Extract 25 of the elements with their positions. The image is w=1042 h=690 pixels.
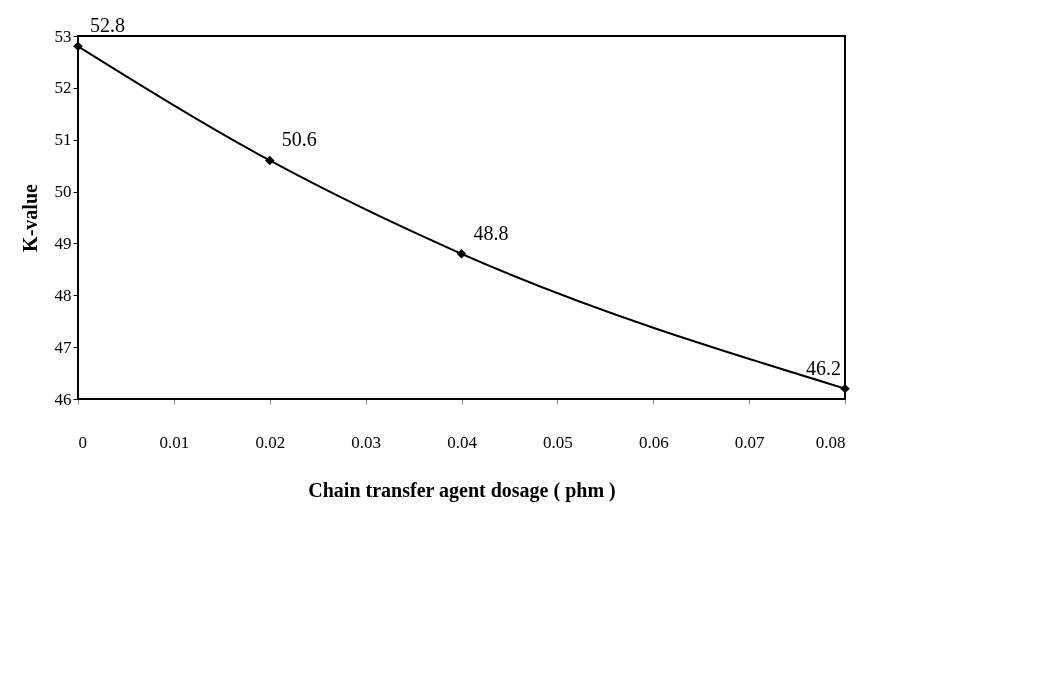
y-tick-label: 48 [54, 285, 72, 305]
x-tick-label: 0 [78, 432, 87, 452]
y-tick-label: 49 [54, 233, 72, 253]
data-label: 50.6 [281, 128, 317, 151]
point [265, 155, 275, 166]
x-tick-label: 0.07 [734, 432, 765, 452]
y-axis-title: K-value [18, 183, 41, 252]
y-tick-label: 52 [54, 78, 72, 98]
y-tick-label: 50 [54, 182, 72, 202]
x-tick-label: 0.02 [255, 432, 286, 452]
data-label: 52.8 [90, 14, 125, 37]
x-tick-label: 0.03 [351, 432, 381, 452]
x-tick-label: 0.04 [447, 432, 478, 452]
y-tick-label: 47 [54, 337, 72, 357]
x-tick-label: 0.05 [543, 432, 573, 452]
x-tick-label: 0.06 [638, 432, 669, 452]
y-tick-label: 51 [54, 130, 72, 150]
point [456, 249, 467, 259]
y-tick-label: 46 [54, 389, 72, 409]
x-tick-label: 0.08 [815, 432, 846, 452]
data-label: 48.8 [473, 221, 509, 244]
x-axis-title: Chain transfer agent dosage ( phm ) [308, 478, 616, 502]
data-label: 46.2 [806, 356, 841, 379]
x-tick-label: 0.01 [159, 432, 190, 452]
y-tick-label: 53 [54, 26, 72, 46]
